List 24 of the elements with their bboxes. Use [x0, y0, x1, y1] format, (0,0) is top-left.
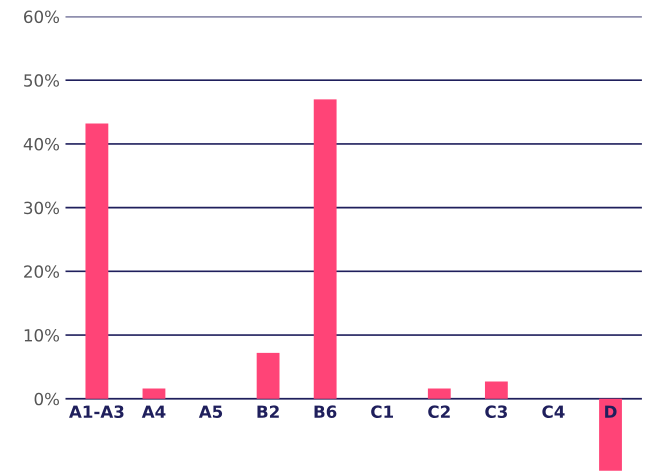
- y-tick-label: 50%: [24, 74, 60, 87]
- bar: [314, 99, 337, 399]
- bar: [599, 398, 622, 471]
- x-tick-label: A1-A3: [69, 405, 124, 418]
- y-tick-label: 0%: [34, 392, 60, 406]
- bar: [142, 388, 166, 399]
- y-tick-label: 30%: [24, 202, 60, 214]
- x-tick-label: B6: [314, 405, 336, 418]
- x-tick-label: D: [605, 406, 617, 418]
- x-tick-label: C1: [371, 405, 394, 418]
- y-tick-label: 10%: [24, 329, 60, 342]
- bar: [484, 382, 508, 399]
- x-tick-label: B2: [257, 405, 279, 418]
- x-tick-label: A4: [142, 406, 166, 418]
- y-tick-label: 60%: [24, 10, 60, 24]
- bar: [256, 352, 280, 399]
- y-tick-label: 20%: [24, 265, 60, 278]
- x-tick-label: C2: [428, 405, 450, 418]
- y-tick-label: 40%: [24, 138, 60, 150]
- x-tick-label: A5: [198, 406, 222, 418]
- x-tick-label: C3: [485, 405, 507, 418]
- bar: [428, 388, 451, 399]
- x-tick-label: C4: [542, 405, 565, 418]
- bar: [85, 124, 108, 399]
